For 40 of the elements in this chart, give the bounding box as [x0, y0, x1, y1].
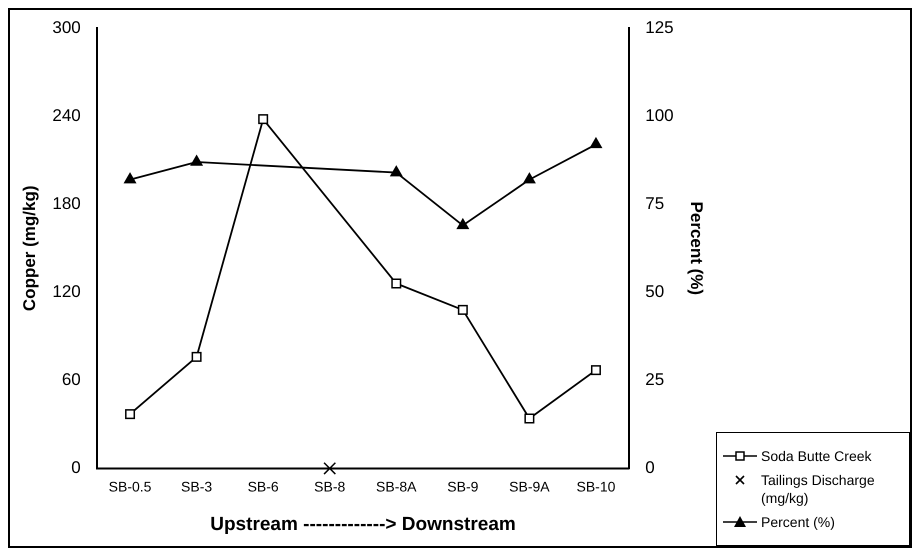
- point: [590, 138, 602, 148]
- point: [323, 462, 336, 475]
- point: [258, 114, 268, 124]
- y2-tick-label: 75: [645, 194, 664, 213]
- y-tick-label: 60: [62, 370, 81, 390]
- legend-label: Soda Butte Creek: [761, 447, 872, 465]
- y-tick-label: 300: [52, 18, 81, 37]
- point: [456, 218, 469, 230]
- point: [192, 352, 202, 362]
- point: [125, 409, 136, 420]
- y-tick-label: 240: [52, 106, 81, 125]
- y-axis-title: Copper (mg/kg): [20, 185, 39, 312]
- x-tick-label: SB-3: [181, 478, 212, 495]
- x-tick-label: SB-8A: [376, 478, 418, 495]
- y-tick-label: 120: [52, 282, 81, 302]
- point: [524, 414, 534, 424]
- point: [391, 278, 402, 289]
- point: [523, 172, 536, 184]
- x-tick-label: SB-9: [447, 478, 479, 495]
- point: [124, 172, 136, 184]
- x-tick-label: SB-10: [576, 478, 616, 495]
- y-tick-label: 0: [71, 458, 81, 478]
- point: [590, 365, 601, 376]
- x-tick-label: SB-6: [248, 478, 279, 495]
- point: [190, 155, 203, 166]
- point: [390, 166, 402, 176]
- legend-label: Percent (%): [761, 513, 835, 531]
- x-axis-title: Upstream -------------> Downstream: [210, 514, 516, 535]
- y2-axis-title: Percent (%): [687, 202, 706, 296]
- y2-tick-label: 0: [645, 458, 655, 478]
- y-tick-label: 180: [52, 194, 81, 213]
- y2-tick-label: 25: [645, 370, 664, 390]
- x-tick-label: SB-9A: [509, 478, 550, 495]
- legend-label: Tailings Discharge (mg/kg): [761, 471, 876, 507]
- y2-tick-label: 125: [645, 18, 674, 37]
- y2-tick-label: 100: [645, 106, 674, 125]
- point: [458, 304, 468, 315]
- x-tick-label: SB-0.5: [108, 478, 152, 495]
- x-tick-label: SB-8: [314, 478, 346, 495]
- y2-tick-label: 50: [645, 282, 664, 302]
